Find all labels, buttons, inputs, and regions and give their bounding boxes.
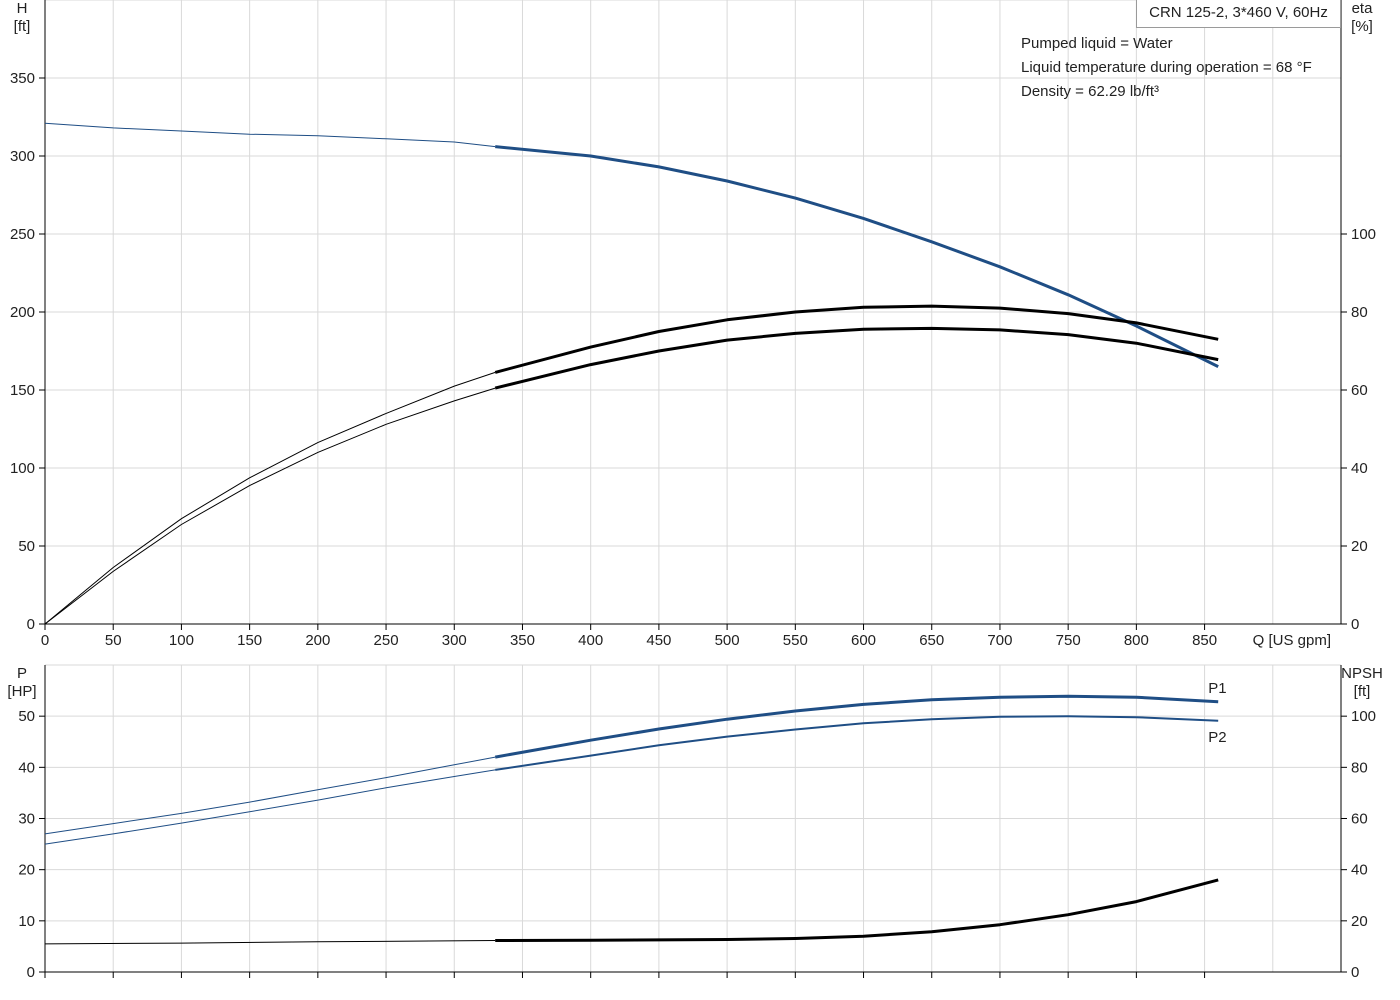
x-tick-label: 650 <box>919 632 944 649</box>
curve-segment-thick <box>494 694 1219 759</box>
axis-layer <box>39 0 1347 978</box>
info-liquid-temperature: Liquid temperature during operation = 68… <box>1021 59 1312 76</box>
y-left-axis-unit: [ft] <box>14 18 31 35</box>
x-tick-label: 400 <box>578 632 603 649</box>
x-tick-label: 350 <box>510 632 535 649</box>
y-right-tick-label: 100 <box>1351 708 1376 725</box>
x-tick-label: 550 <box>783 632 808 649</box>
y-left-tick-label: 40 <box>18 759 35 776</box>
y-left-tick-label: 0 <box>27 616 35 633</box>
curve-segment-thick <box>495 715 1219 771</box>
y-left-tick-label: 250 <box>10 226 35 243</box>
y-right-axis-title: NPSH <box>1341 665 1383 682</box>
x-tick-label: 750 <box>1056 632 1081 649</box>
y-right-tick-label: 100 <box>1351 226 1376 243</box>
curve-segment-thin <box>44 756 496 835</box>
x-tick-label: 850 <box>1192 632 1217 649</box>
curve-segment-thin <box>44 940 496 945</box>
x-tick-label: 300 <box>442 632 467 649</box>
y-right-axis-unit: [ft] <box>1354 683 1371 700</box>
curve-segment-thick <box>494 326 1219 390</box>
grid-layer <box>44 0 1342 973</box>
y-left-axis-unit: [HP] <box>7 683 36 700</box>
x-tick-label: 450 <box>646 632 671 649</box>
y-right-tick-label: 20 <box>1351 913 1368 930</box>
info-density: Density = 62.29 lb/ft³ <box>1021 83 1159 100</box>
y-right-tick-label: 60 <box>1351 382 1368 399</box>
y-left-tick-label: 350 <box>10 70 35 87</box>
curve-layer <box>44 122 1219 945</box>
y-right-tick-label: 60 <box>1351 811 1368 828</box>
curve-segment-thin <box>44 387 496 625</box>
y-right-tick-label: 0 <box>1351 964 1359 981</box>
y-right-tick-label: 40 <box>1351 460 1368 477</box>
x-tick-label: 700 <box>987 632 1012 649</box>
y-right-tick-label: 20 <box>1351 538 1368 555</box>
y-left-tick-label: 150 <box>10 382 35 399</box>
series-label-p2: P2 <box>1208 729 1226 746</box>
info-pumped-liquid: Pumped liquid = Water <box>1021 35 1173 52</box>
y-right-tick-label: 80 <box>1351 304 1368 321</box>
y-left-axis-title: H <box>17 0 28 17</box>
x-tick-label: 800 <box>1124 632 1149 649</box>
y-left-tick-label: 20 <box>18 862 35 879</box>
y-left-tick-label: 200 <box>10 304 35 321</box>
x-tick-label: 200 <box>305 632 330 649</box>
y-right-tick-label: 80 <box>1351 759 1368 776</box>
series-label-p1: P1 <box>1208 680 1226 697</box>
x-axis-label: Q [US gpm] <box>1253 632 1331 649</box>
x-tick-label: 50 <box>105 632 122 649</box>
y-left-tick-label: 300 <box>10 148 35 165</box>
x-tick-label: 600 <box>851 632 876 649</box>
y-left-tick-label: 0 <box>27 964 35 981</box>
y-left-tick-label: 50 <box>18 708 35 725</box>
x-tick-label: 0 <box>41 632 49 649</box>
x-tick-label: 250 <box>374 632 399 649</box>
y-right-tick-label: 0 <box>1351 616 1359 633</box>
curve-segment-thick <box>495 878 1219 942</box>
y-right-tick-label: 40 <box>1351 862 1368 879</box>
curve-segment-thick <box>494 304 1219 374</box>
y-left-tick-label: 10 <box>18 913 35 930</box>
y-right-axis-title: eta <box>1352 0 1374 17</box>
x-tick-label: 150 <box>237 632 262 649</box>
pump-title: CRN 125-2, 3*460 V, 60Hz <box>1136 0 1341 28</box>
y-right-axis-unit: [%] <box>1351 18 1373 35</box>
y-left-tick-label: 30 <box>18 811 35 828</box>
curve-segment-thin <box>44 769 496 845</box>
y-left-axis-title: P <box>17 665 27 682</box>
curve-segment-thin <box>44 122 496 148</box>
curve-segment-thin <box>44 371 496 625</box>
x-tick-label: 100 <box>169 632 194 649</box>
curve-segment-thick <box>495 145 1219 368</box>
y-left-tick-label: 100 <box>10 460 35 477</box>
y-left-tick-label: 50 <box>18 538 35 555</box>
x-tick-label: 500 <box>715 632 740 649</box>
